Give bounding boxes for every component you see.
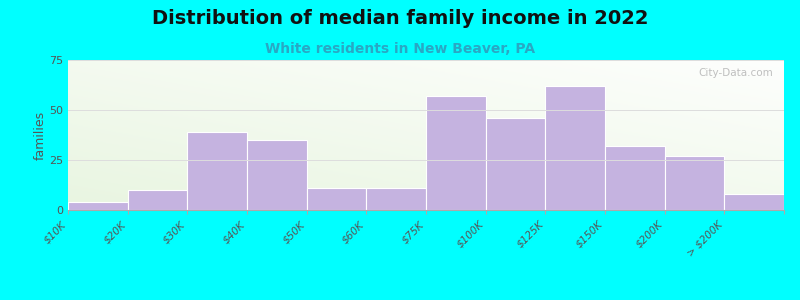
Bar <box>366 188 426 210</box>
Bar <box>426 96 486 210</box>
Bar <box>247 140 306 210</box>
Bar <box>665 156 724 210</box>
Text: Distribution of median family income in 2022: Distribution of median family income in … <box>152 9 648 28</box>
Bar <box>605 146 665 210</box>
Text: City-Data.com: City-Data.com <box>698 68 774 77</box>
Bar <box>486 118 546 210</box>
Text: White residents in New Beaver, PA: White residents in New Beaver, PA <box>265 42 535 56</box>
Bar <box>306 188 366 210</box>
Bar <box>128 190 187 210</box>
Bar <box>546 86 605 210</box>
Bar <box>724 194 784 210</box>
Bar <box>187 132 247 210</box>
Bar <box>68 202 128 210</box>
Y-axis label: families: families <box>34 110 46 160</box>
